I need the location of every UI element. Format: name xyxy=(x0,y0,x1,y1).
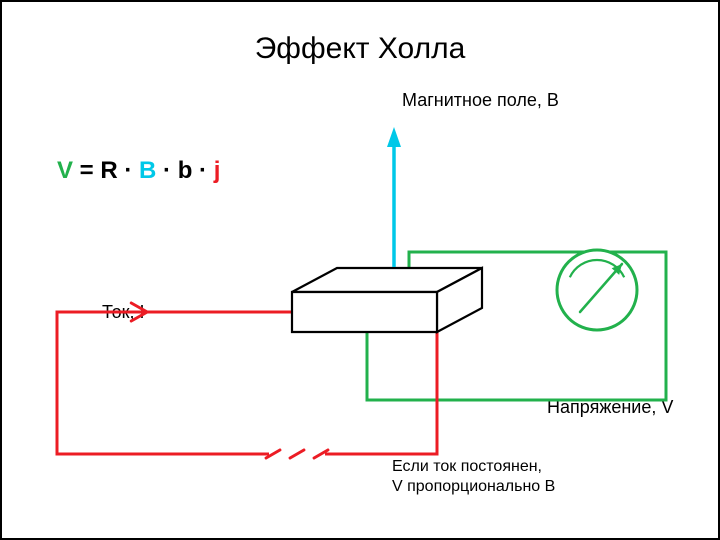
diagram-svg xyxy=(2,2,720,540)
b-field-arrow-head xyxy=(387,127,401,147)
source-dash xyxy=(290,450,304,458)
red-wire-right xyxy=(325,332,437,454)
red-wire-left xyxy=(57,312,292,454)
voltmeter-circle xyxy=(557,250,637,330)
diagram-canvas: Эффект Холла V = R · B · b · j Магнитное… xyxy=(0,0,720,540)
slab-front-face xyxy=(292,292,437,332)
